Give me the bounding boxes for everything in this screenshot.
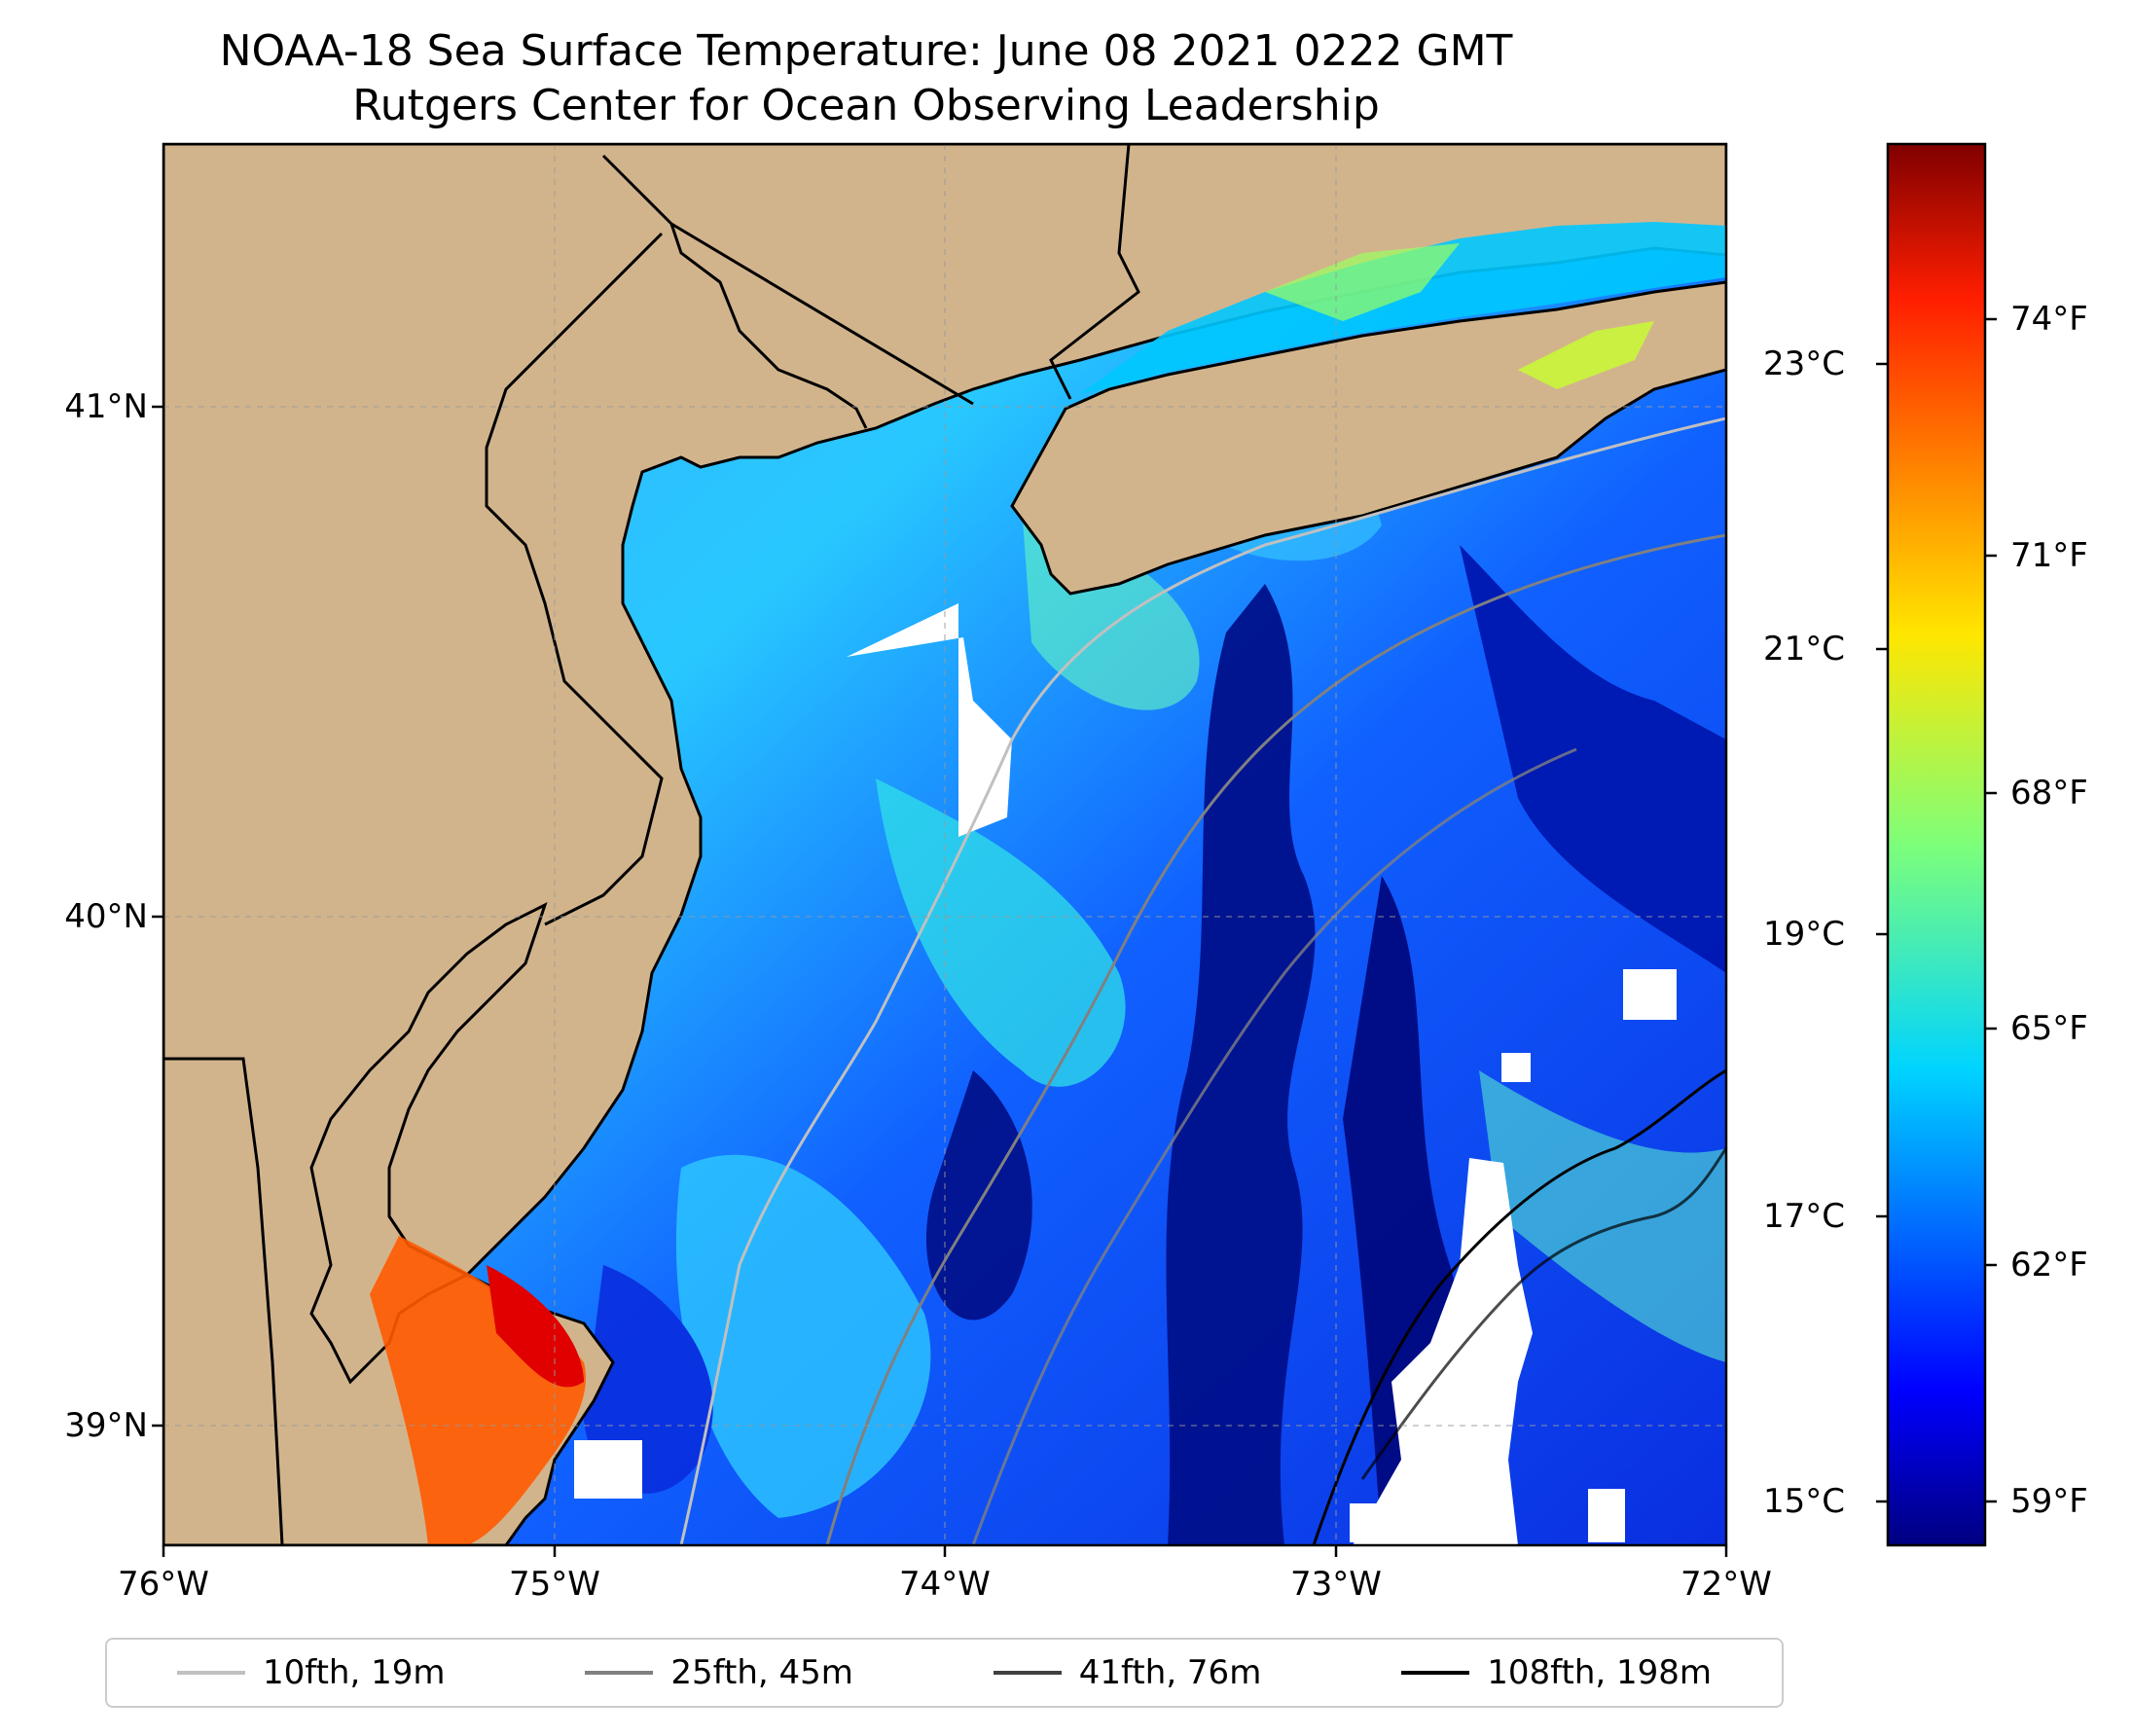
legend-item: 41fth, 76m <box>993 1653 1262 1692</box>
x-tick-label: 73°W <box>1290 1565 1382 1604</box>
x-tick-label: 74°W <box>899 1565 991 1604</box>
y-tick-label: 39°N <box>64 1406 148 1445</box>
legend-item: 108fth, 198m <box>1401 1653 1712 1692</box>
legend-item: 25fth, 45m <box>585 1653 853 1692</box>
legend-label: 25fth, 45m <box>670 1653 853 1692</box>
legend-label: 41fth, 76m <box>1078 1653 1262 1692</box>
colorbar-fahrenheit-label: 68°F <box>2010 774 2088 813</box>
colorbar-fahrenheit-label: 71°F <box>2010 536 2088 575</box>
legend-label: 108fth, 198m <box>1487 1653 1712 1692</box>
state-boundaries <box>163 144 1140 1545</box>
isobaths <box>679 416 1726 1545</box>
legend-line-swatch <box>993 1671 1062 1675</box>
y-tick-label: 41°N <box>64 387 148 426</box>
legend-line-swatch <box>176 1671 245 1675</box>
legend-item: 10fth, 19m <box>176 1653 446 1692</box>
colorbar-fahrenheit-label: 62°F <box>2010 1246 2088 1284</box>
colorbar-celsius-label: 23°C <box>1763 344 1846 383</box>
legend-line-swatch <box>585 1671 654 1675</box>
gridlines <box>163 144 1726 1545</box>
colorbar-celsius-label: 21°C <box>1763 630 1846 669</box>
x-tick-label: 76°W <box>118 1565 209 1604</box>
delaware-bay-sst <box>370 1236 586 1545</box>
colorbar-celsius-label: 19°C <box>1763 915 1846 954</box>
colorbar-fahrenheit-label: 65°F <box>2010 1009 2088 1048</box>
isobath-legend: 10fth, 19m 25fth, 45m 41fth, 76m 108fth,… <box>105 1638 1784 1708</box>
colorbar-fahrenheit-label: 74°F <box>2010 300 2088 339</box>
chart-title: NOAA-18 Sea Surface Temperature: June 08… <box>219 26 1513 76</box>
colorbar-fahrenheit-label: 59°F <box>2010 1482 2088 1521</box>
y-tick-label: 40°N <box>64 897 148 936</box>
long-island-sound-sst <box>1080 222 1726 394</box>
colorbar <box>1886 142 1987 1547</box>
x-tick-label: 75°W <box>509 1565 600 1604</box>
colorbar-celsius-label: 17°C <box>1763 1197 1846 1236</box>
x-tick-label: 72°W <box>1680 1565 1772 1604</box>
legend-label: 10fth, 19m <box>262 1653 446 1692</box>
chart-subtitle: Rutgers Center for Ocean Observing Leade… <box>352 81 1380 130</box>
colorbar-celsius-label: 15°C <box>1763 1482 1846 1521</box>
legend-line-swatch <box>1401 1671 1470 1675</box>
